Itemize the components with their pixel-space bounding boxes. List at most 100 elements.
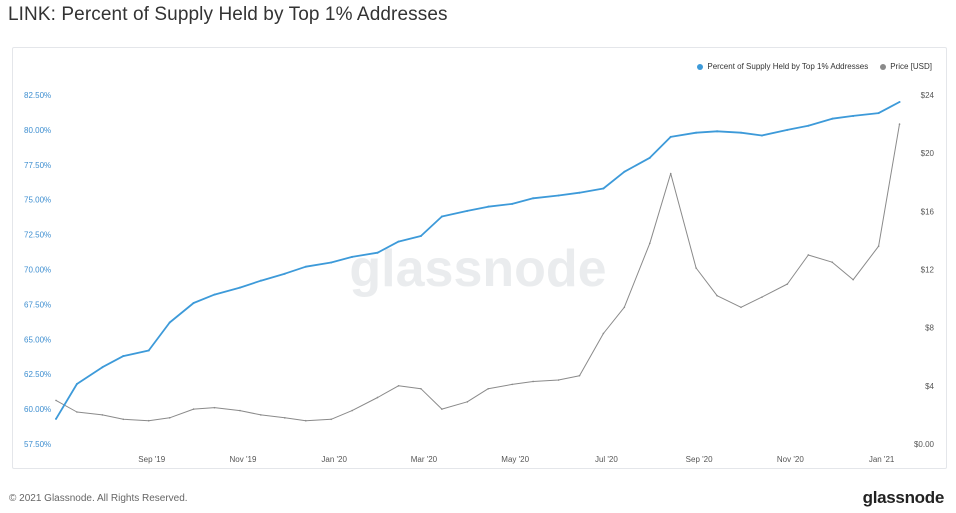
price-point (192, 408, 195, 410)
price-point (695, 267, 697, 269)
price-point (602, 332, 605, 335)
supply-point (304, 265, 307, 268)
supply-point (376, 251, 379, 254)
legend-supply-label: Percent of Supply Held by Top 1% Address… (707, 62, 869, 71)
y-left-tick-label: 57.50% (24, 440, 51, 449)
supply-point (147, 349, 150, 352)
price-point (898, 123, 901, 125)
supply-point (648, 156, 651, 159)
y-left-tick-label: 62.50% (24, 370, 51, 379)
price-point (260, 414, 262, 416)
price-point (122, 418, 125, 421)
y-left-tick-label: 75.00% (24, 196, 51, 205)
supply-point (695, 131, 698, 134)
y-left-tick-label: 72.50% (24, 231, 51, 240)
watermark-text: glassnode (349, 240, 606, 298)
price-point (623, 306, 626, 309)
supply-point (466, 209, 469, 212)
price-point (786, 283, 789, 285)
x-tick-label: May '20 (501, 455, 529, 464)
legend-item-price[interactable]: Price [USD] (880, 62, 932, 71)
supply-point (532, 197, 535, 200)
y-right-tick-label: $0.00 (914, 440, 935, 449)
supply-point (898, 100, 901, 103)
supply-point (330, 261, 333, 264)
supply-point (192, 302, 195, 305)
supply-point (807, 124, 810, 127)
price-point (284, 417, 286, 419)
y-left-tick-label: 80.00% (24, 126, 51, 135)
supply-point (283, 272, 286, 275)
x-tick-label: Jul '20 (595, 455, 618, 464)
footer-logo[interactable]: glassnode (862, 488, 945, 507)
y-left-tick-label: 70.00% (24, 266, 51, 275)
y-left-tick-label: 67.50% (24, 300, 51, 309)
chart-legend: Percent of Supply Held by Top 1% Address… (697, 62, 932, 71)
price-point (147, 419, 150, 422)
supply-point (602, 187, 605, 190)
x-tick-label: Mar '20 (411, 455, 438, 464)
supply-point (75, 382, 78, 385)
supply-point (557, 194, 560, 197)
supply-point (259, 279, 262, 282)
price-point (877, 245, 880, 248)
price-point (852, 278, 854, 281)
price-point (716, 294, 718, 297)
supply-series-line (55, 101, 900, 420)
price-point (213, 406, 216, 409)
price-point (669, 172, 672, 175)
chart-panel (12, 47, 947, 469)
supply-point (831, 117, 834, 120)
supply-point (623, 170, 626, 173)
price-point (101, 414, 104, 416)
price-point (239, 409, 241, 412)
price-point (376, 396, 379, 399)
price-point (511, 383, 513, 386)
y-right-tick-label: $20 (921, 149, 935, 158)
price-point (761, 296, 763, 298)
y-right-tick-label: $12 (921, 266, 935, 275)
supply-point (578, 191, 581, 194)
price-point (532, 380, 534, 383)
footer-copyright: © 2021 Glassnode. All Rights Reserved. (9, 493, 188, 504)
y-right-tick-label: $24 (921, 91, 935, 100)
supply-point (487, 205, 490, 208)
price-point (55, 399, 57, 402)
legend-price-dot (880, 63, 887, 70)
y-right-tick-label: $8 (925, 324, 934, 333)
price-point (831, 261, 834, 264)
supply-point (739, 131, 742, 134)
y-right-tick-label: $16 (921, 207, 935, 216)
y-left-tick-label: 65.00% (24, 335, 51, 344)
supply-point (213, 293, 216, 296)
supply-point (122, 355, 125, 358)
supply-point (669, 135, 672, 138)
y-left-tick-label: 82.50% (24, 91, 51, 100)
price-point (397, 385, 400, 387)
price-series-line (55, 124, 900, 422)
supply-point (716, 130, 719, 133)
supply-point (397, 240, 400, 243)
price-point (487, 387, 490, 390)
price-point (557, 379, 560, 381)
legend-price-label: Price [USD] (890, 62, 932, 71)
y-left-tick-label: 77.50% (24, 161, 51, 170)
legend-item-supply[interactable]: Percent of Supply Held by Top 1% Address… (697, 62, 868, 71)
supply-point (55, 417, 57, 420)
chart-title: LINK: Percent of Supply Held by Top 1% A… (8, 4, 448, 25)
x-tick-label: Jan '21 (869, 455, 895, 464)
supply-point (786, 128, 789, 131)
price-point (466, 401, 469, 403)
x-tick-label: Jan '20 (321, 455, 347, 464)
price-point (76, 411, 78, 413)
price-point (351, 409, 353, 412)
price-point (330, 418, 332, 421)
supply-point (419, 234, 422, 237)
supply-point (238, 286, 241, 289)
x-tick-label: Sep '19 (138, 455, 165, 464)
y-right-tick-label: $4 (925, 382, 934, 391)
supply-point (877, 112, 880, 115)
supply-point (351, 255, 354, 258)
price-point (420, 387, 422, 390)
